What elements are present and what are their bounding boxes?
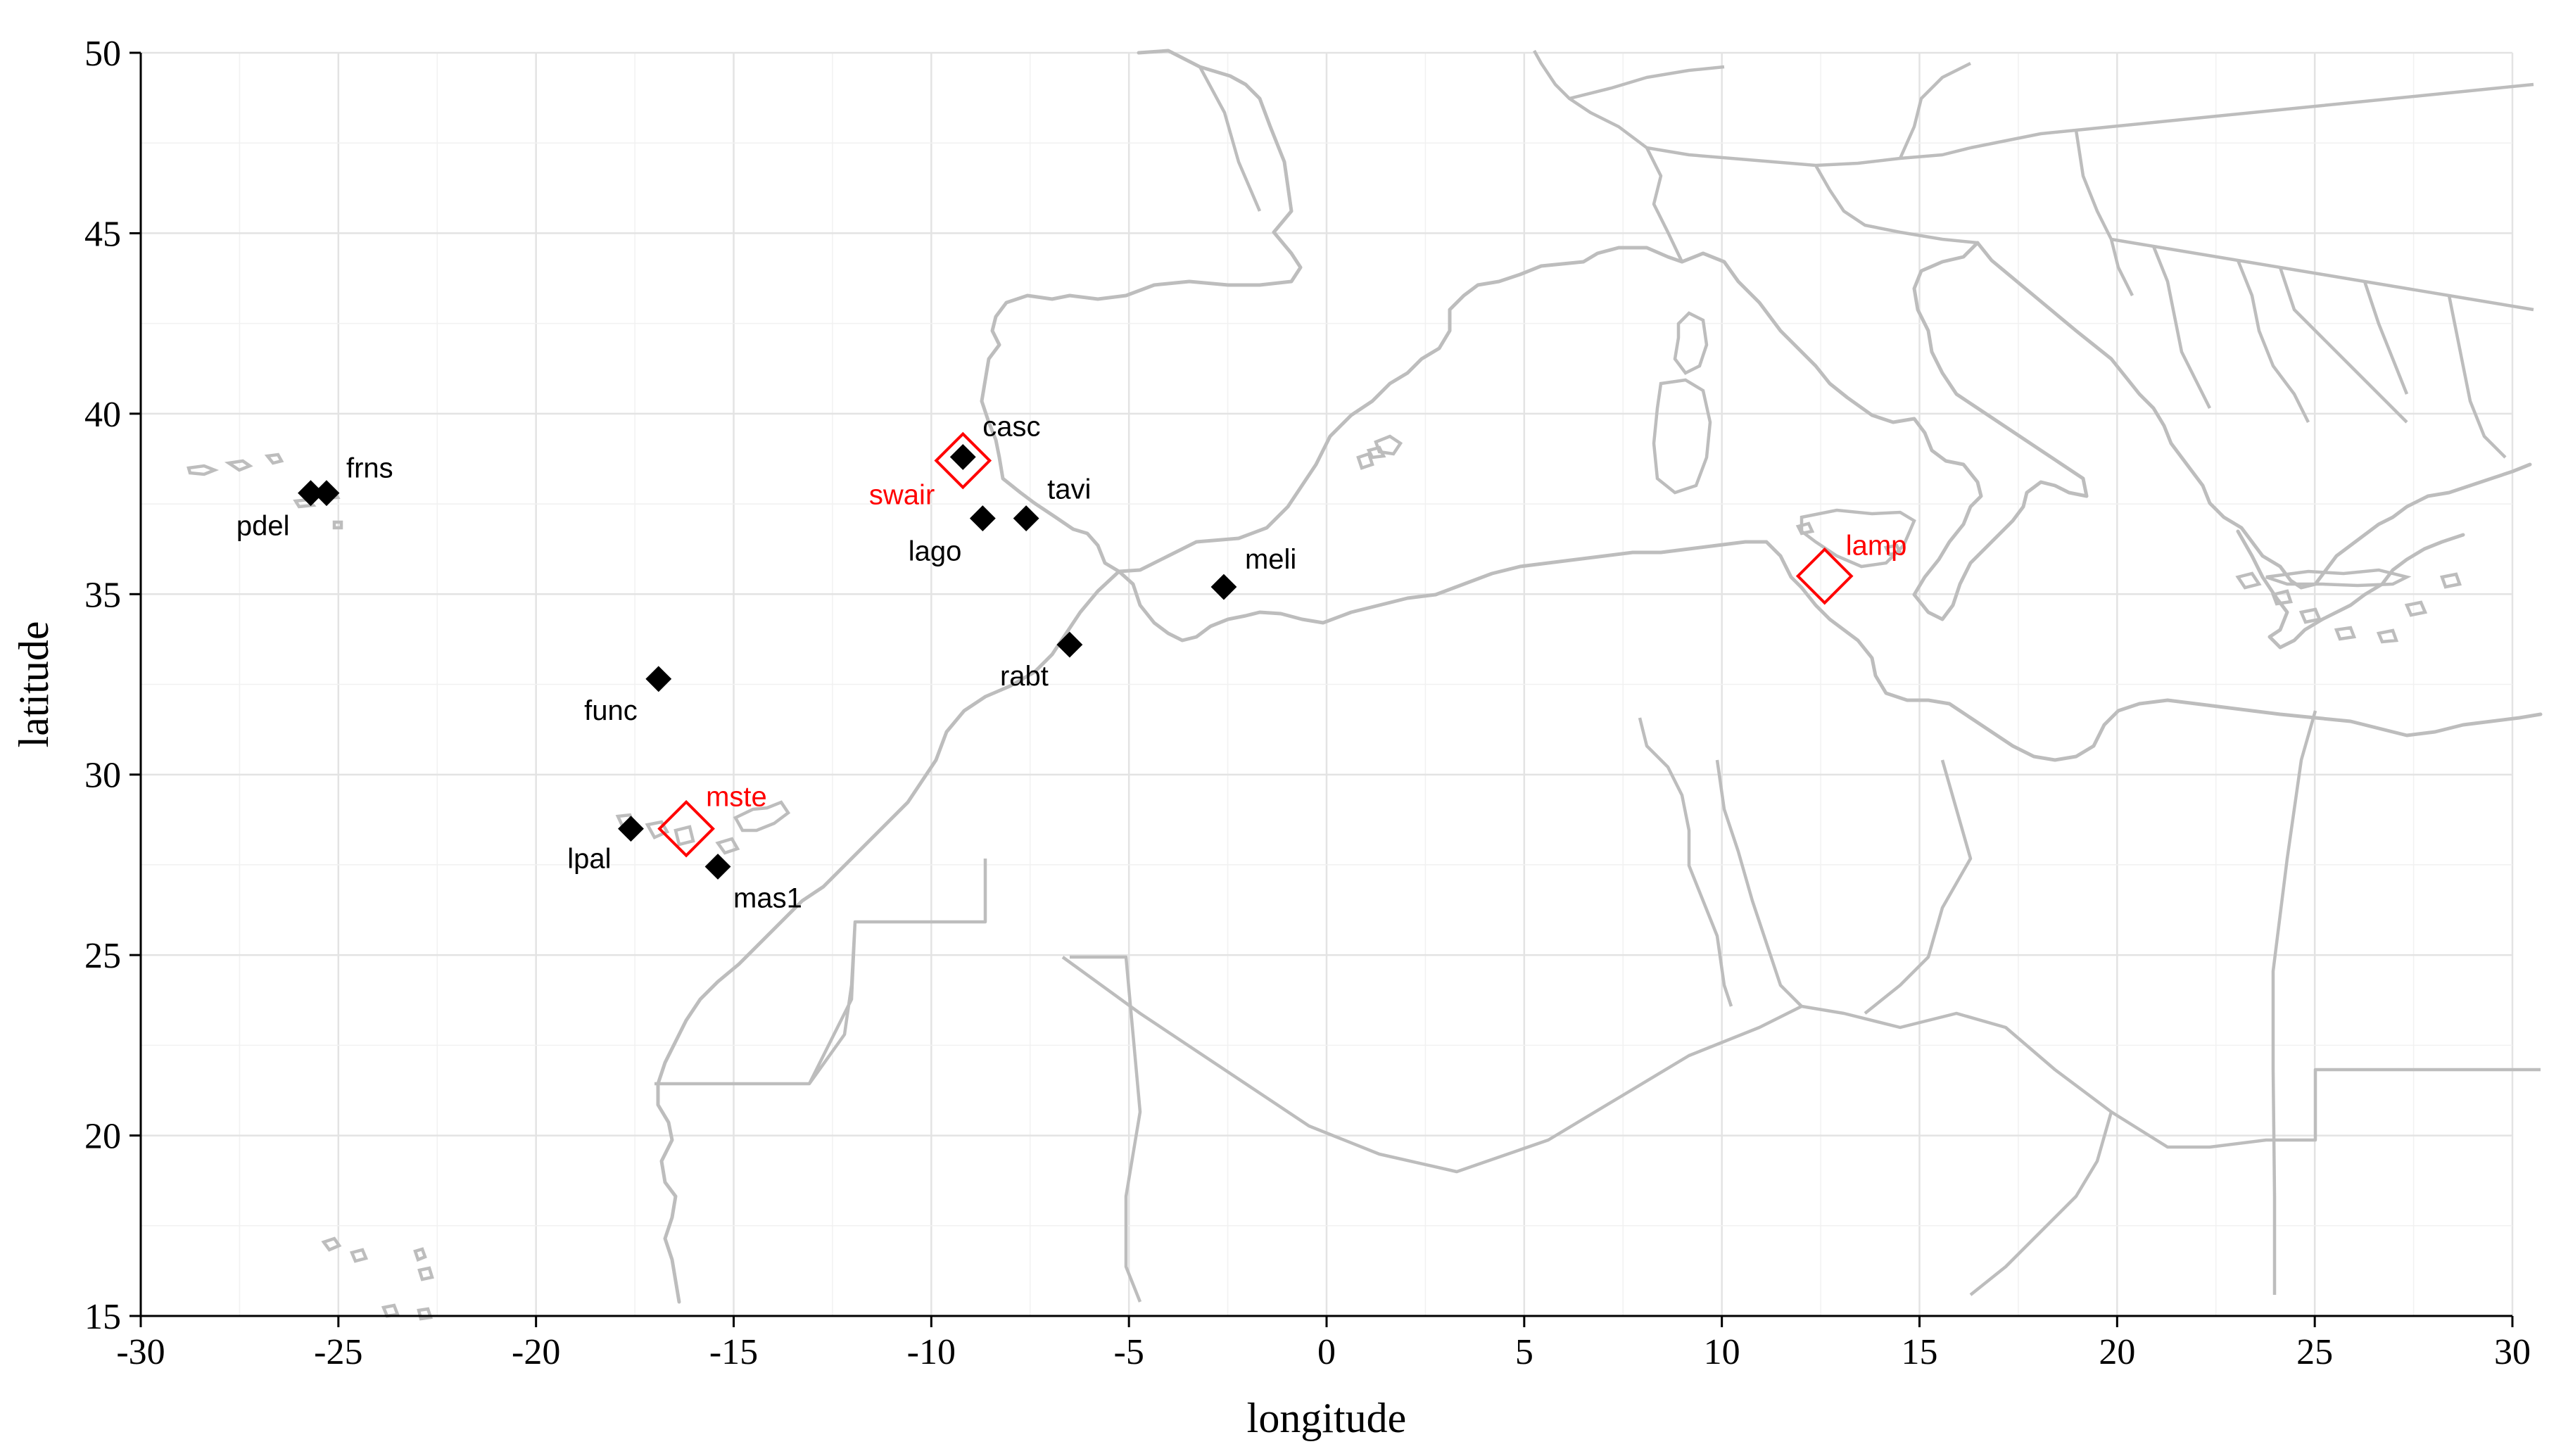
islands-pelagie [1366,445,1903,557]
x-tick-label: -30 [116,1332,165,1372]
coastline-europe-west [980,49,1684,574]
x-tick-label: 20 [2099,1332,2135,1372]
station-label-rabt: rabt [1000,661,1049,692]
coastline-italy [1680,241,2089,621]
x-tick-label: 5 [1515,1332,1533,1372]
station-label-frns: frns [346,453,393,484]
x-tick-label: -20 [512,1332,560,1372]
x-tick-label: -25 [314,1332,362,1372]
x-tick-label: -10 [907,1332,956,1372]
station-label-tavi: tavi [1047,474,1091,505]
station-label-lamp: lamp [1846,531,1907,562]
borders-europe [1198,49,2534,459]
islands-aegean [2235,568,2462,644]
y-tick-label: 40 [84,395,121,435]
station-marker-casc [949,443,976,470]
station-label-pdel: pdel [236,511,290,542]
island-balearic [1356,434,1403,470]
station-label-lpal: lpal [567,844,611,875]
x-tick-label: 0 [1317,1332,1336,1372]
x-tick-label: 15 [1902,1332,1938,1372]
station-marker-lamp [1795,547,1854,605]
station-label-mas1: mas1 [733,882,802,913]
x-tick-label: -5 [1114,1332,1144,1372]
station-marker-pdel [298,480,324,507]
station-marker-meli [1210,574,1237,600]
station-label-swair: swair [869,480,935,511]
y-axis-ticks: 15 20 25 30 35 40 45 50 [84,34,141,1337]
x-axis-ticks: -30 -25 -20 -15 -10 -5 0 5 10 15 20 25 30 [116,1316,2531,1372]
station-label-lago: lago [909,536,962,567]
x-axis-title: longitude [1247,1395,1407,1441]
x-tick-label: 10 [1704,1332,1740,1372]
coastline-north-africa [1117,540,2543,762]
y-tick-label: 25 [84,936,121,976]
station-marker-lago [969,505,996,531]
y-tick-label: 50 [84,34,121,74]
x-tick-label: 25 [2296,1332,2333,1372]
islands-cape-verde [321,1236,434,1321]
y-tick-label: 20 [84,1117,121,1157]
station-marker-mas1 [704,854,731,880]
station-label-func: func [584,695,638,726]
coastline-west-africa [656,569,1121,1304]
island-corsica [1673,311,1709,375]
x-tick-label: -15 [709,1332,758,1372]
coastline-balkans [1975,241,2532,590]
station-label-casc: casc [982,411,1040,442]
y-tick-label: 15 [84,1297,121,1337]
y-axis-title: latitude [11,621,57,748]
y-tick-label: 45 [84,214,121,254]
station-marker-tavi [1013,505,1039,531]
axes: -30 -25 -20 -15 -10 -5 0 5 10 15 20 25 30 15 20 25 30 35… [11,34,2531,1441]
coastline-greece [2236,529,2465,650]
station-marker-func [645,666,672,692]
y-tick-label: 30 [84,756,121,796]
stations-layer: casc tavi lago frns pdel meli rabt func lpal mas1… [236,411,1907,913]
islands-azores [186,452,343,530]
station-marker-lpal [618,816,644,842]
y-tick-label: 35 [84,575,121,615]
x-tick-label: 30 [2494,1332,2531,1372]
station-marker-rabt [1056,631,1083,658]
island-sardinia [1652,378,1712,495]
grid [139,51,2514,1317]
basemap [186,49,2543,1321]
station-marker-mste [657,799,715,858]
station-marker-swair [934,431,992,490]
borders-africa [654,710,2541,1303]
station-label-meli: meli [1245,544,1296,575]
station-label-mste: mste [706,782,767,813]
